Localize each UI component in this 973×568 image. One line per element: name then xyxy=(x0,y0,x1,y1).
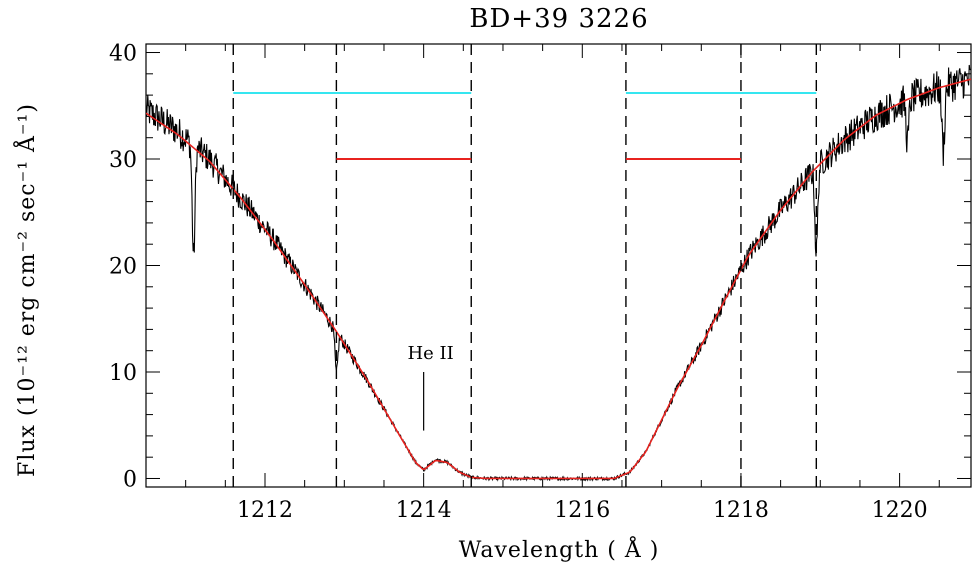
y-axis-title: Flux (10⁻¹² erg cm⁻² sec⁻¹ Å⁻¹) xyxy=(12,103,40,477)
observed-spectrum-line xyxy=(146,64,971,482)
y-tick-label: 10 xyxy=(109,361,137,386)
y-tick-label: 20 xyxy=(109,255,137,280)
y-tick-label: 40 xyxy=(109,42,137,67)
x-tick-label: 1220 xyxy=(872,498,928,523)
plot-area: 1212 1214 1216 1218 1220 0 10 20 30 40 He II xyxy=(109,42,972,523)
chart-title: BD+39 3226 xyxy=(469,4,648,34)
x-tick-label: 1214 xyxy=(396,498,452,523)
plot-frame xyxy=(145,43,972,488)
x-tick-label: 1212 xyxy=(237,498,293,523)
x-tick-label: 1218 xyxy=(713,498,769,523)
x-axis-title: Wavelength ( Å ) xyxy=(459,535,660,563)
x-tick-label: 1216 xyxy=(554,498,610,523)
y-tick-label: 0 xyxy=(123,467,137,492)
y-tick-label: 30 xyxy=(109,148,137,173)
model-fit-line xyxy=(146,78,971,480)
he-ii-annotation: He II xyxy=(407,343,453,364)
